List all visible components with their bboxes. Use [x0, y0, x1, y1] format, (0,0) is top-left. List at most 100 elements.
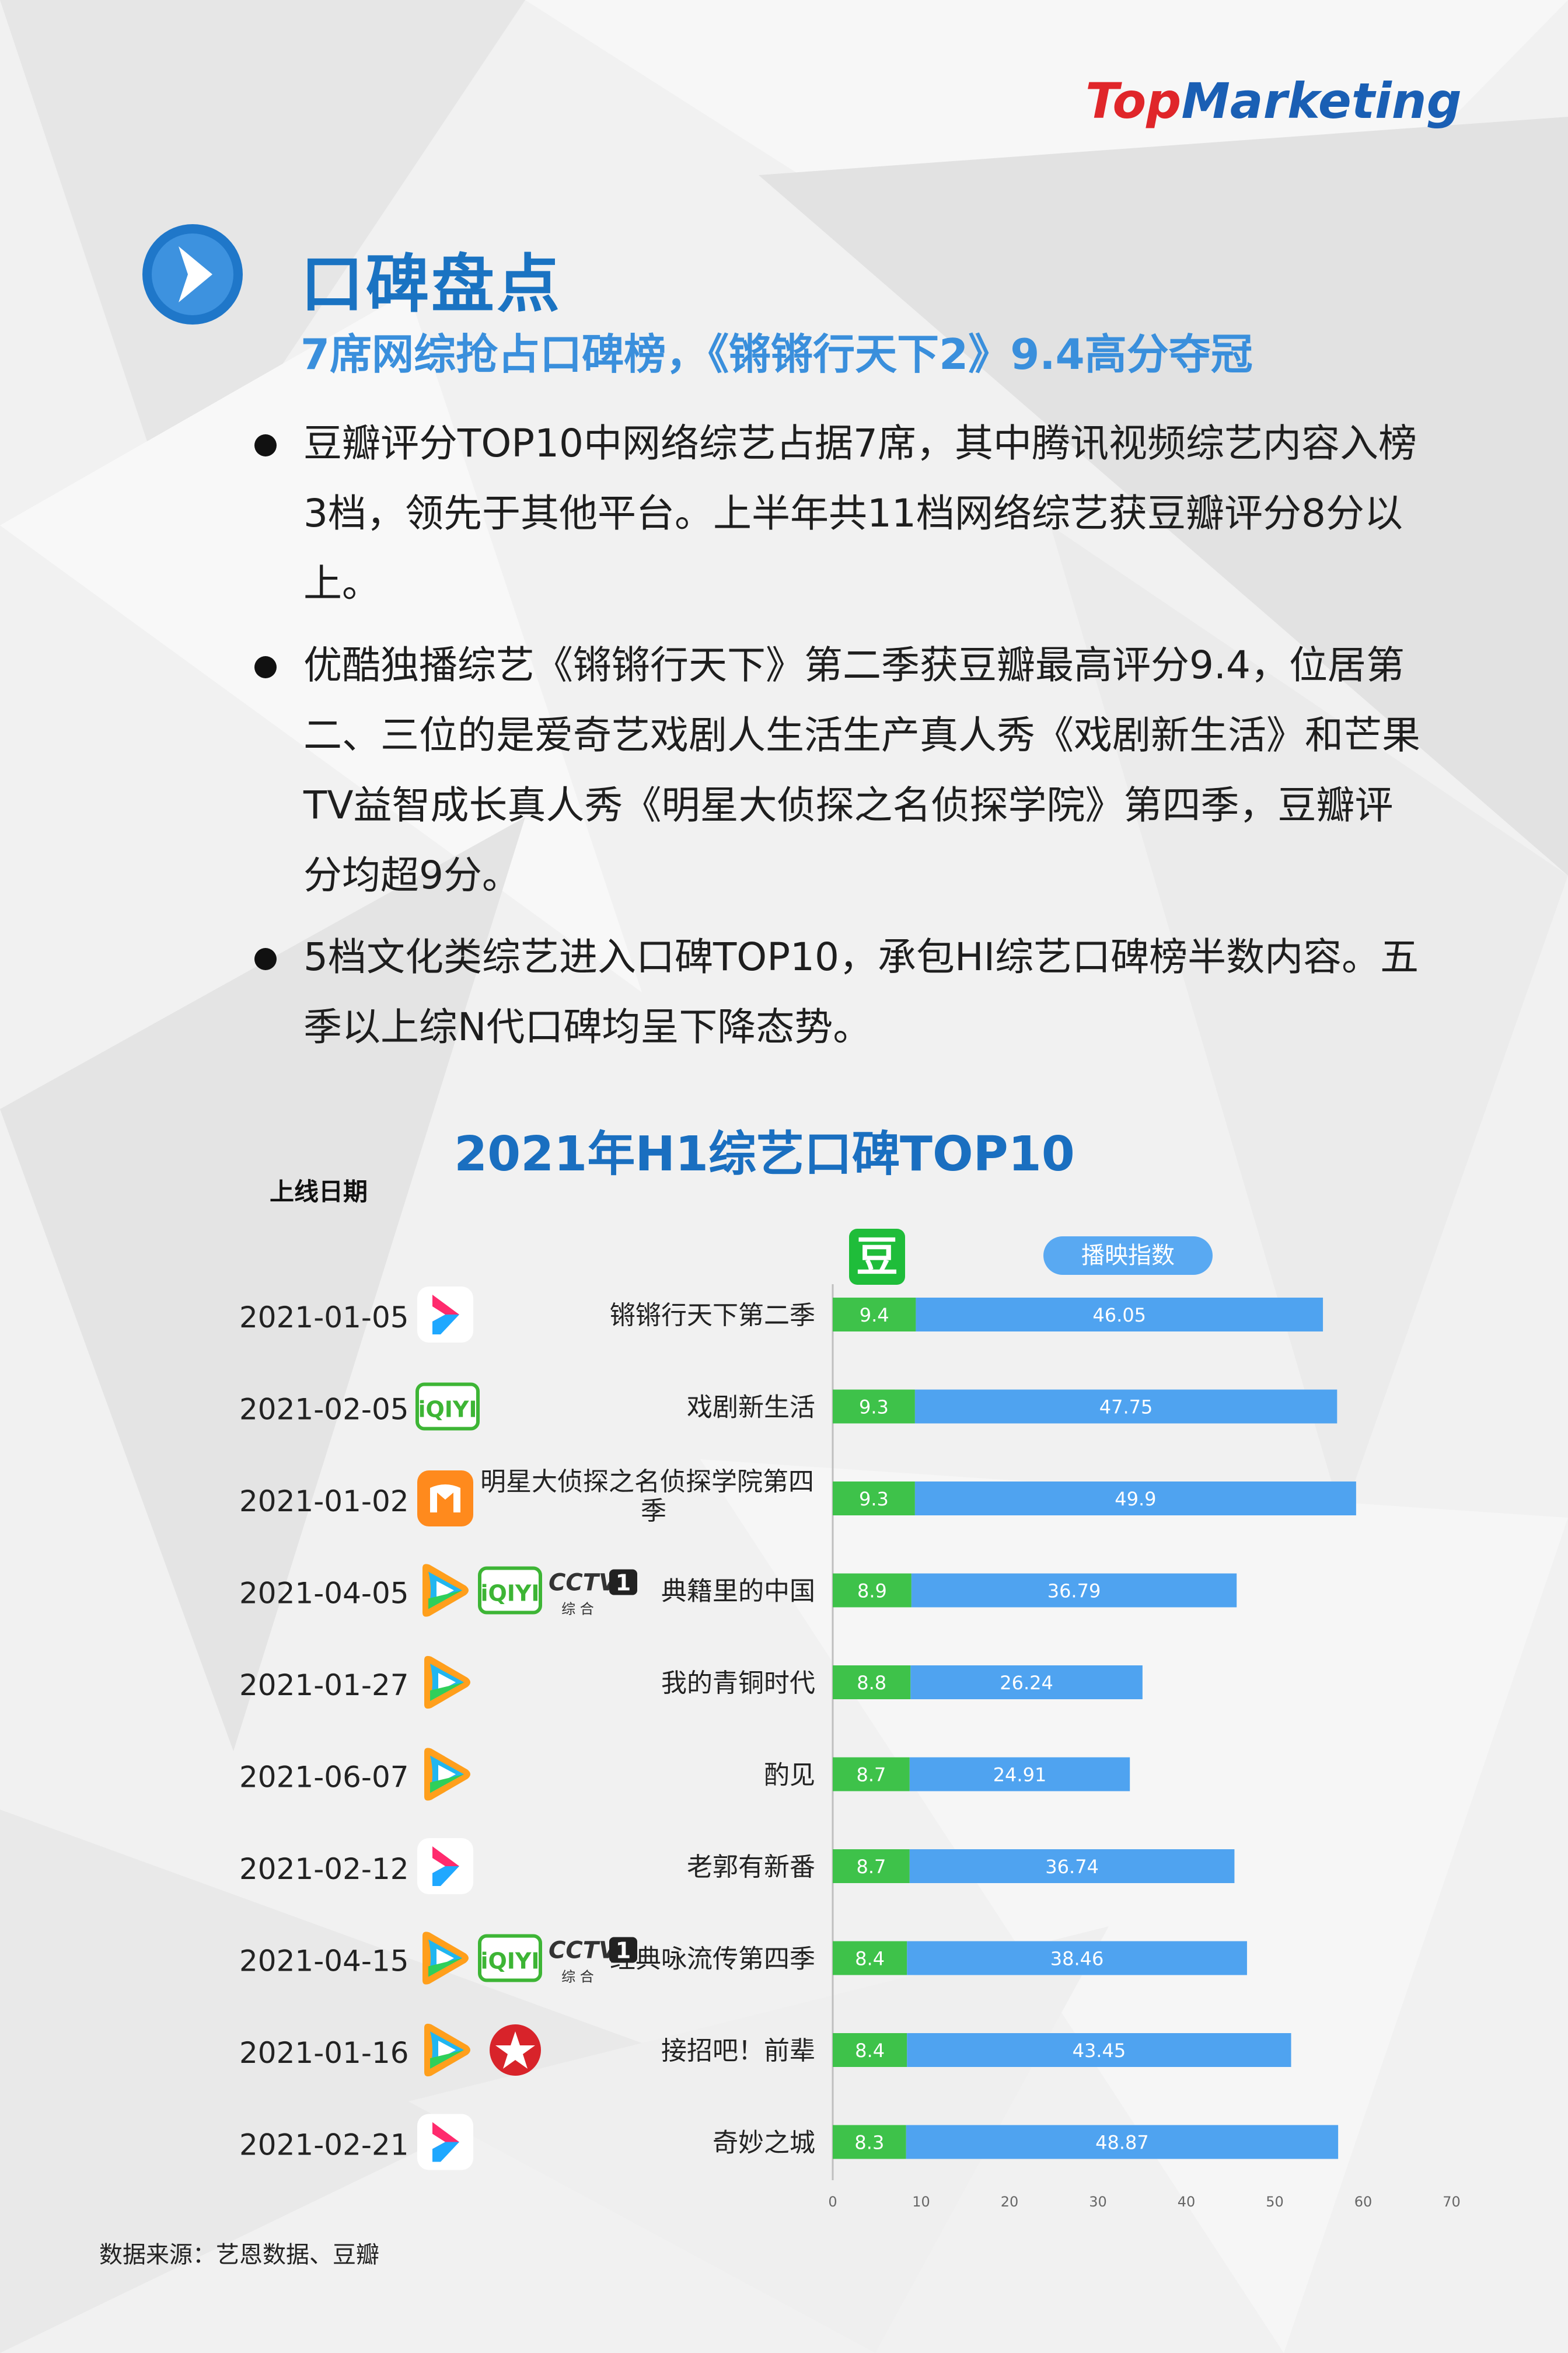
chart-row: 2021-04-15 经典咏流传第四季 8.4 38.46 — [239, 1941, 1247, 1978]
play-index-label: 46.05 — [1092, 1304, 1146, 1326]
date-column-header: 上线日期 — [270, 1177, 368, 1206]
douban-label: 8.8 — [857, 1672, 886, 1694]
play-index-bar — [906, 2125, 1339, 2159]
play-index-bar — [909, 1757, 1130, 1791]
douban-bar — [833, 1757, 910, 1791]
release-date: 2021-04-05 — [239, 1577, 409, 1611]
douban-bar — [833, 2125, 906, 2159]
show-name: 经典咏流传第四季 — [610, 1944, 815, 1974]
play-index-label: 48.87 — [1095, 2132, 1149, 2154]
iqiyi-icon: iQIYI — [478, 1934, 542, 1982]
tencent-video-icon — [422, 1564, 469, 1617]
iqiyi-text: iQIYI — [418, 1397, 477, 1423]
release-date: 2021-04-15 — [239, 1944, 409, 1978]
bullet-line: TV益智成长真人秀《明星大侦探之名侦探学院》第四季，豆瓣评 — [303, 783, 1394, 828]
bullet-item: 豆瓣评分TOP10中网络综艺占据7席，其中腾讯视频综艺内容入榜 3档，领先于其他… — [245, 409, 1441, 619]
cctv-subtitle: 综 合 — [561, 1969, 594, 1985]
cctv-number: 1 — [616, 1938, 631, 1964]
mgtv-icon — [417, 1470, 473, 1526]
douban-bar — [833, 2033, 907, 2067]
tencent-video-icon — [424, 1748, 470, 1801]
play-index-label: 36.74 — [1045, 1856, 1099, 1878]
chart-row: 2021-01-05 锵锵行天下第二季 9.4 46.05 — [239, 1298, 1323, 1334]
douban-label: 8.3 — [854, 2132, 884, 2154]
play-index-bar — [909, 1849, 1235, 1883]
cctv-number: 1 — [616, 1570, 631, 1596]
douban-bar — [833, 1298, 916, 1331]
svg-text:TopMarketing: TopMarketing — [1085, 72, 1462, 130]
x-tick-label: 50 — [1266, 2194, 1284, 2210]
chart-row: 2021-01-27 我的青铜时代 8.8 26.24 — [239, 1665, 1143, 1702]
chart-row: 2021-06-07 酌见 8.7 24.91 — [239, 1757, 1130, 1794]
play-index-bar — [916, 1298, 1323, 1331]
x-tick-label: 60 — [1354, 2194, 1373, 2210]
douban-bar — [833, 1389, 915, 1424]
play-index-legend: 播映指数 — [1043, 1236, 1213, 1275]
x-tick-label: 0 — [828, 2194, 837, 2210]
chart-row: 2021-02-12 老郭有新番 8.7 36.74 — [239, 1849, 1235, 1886]
douban-label: 9.3 — [859, 1396, 889, 1418]
show-name: 季 — [641, 1496, 666, 1526]
release-date: 2021-01-16 — [239, 2036, 409, 2070]
section-subtitle: 7席网综抢占口碑榜，《锵锵行天下2》9.4高分夺冠 — [301, 330, 1253, 379]
play-index-label: 24.91 — [993, 1764, 1047, 1786]
bullet-line: 二、三位的是爱奇艺戏剧人生活生产真人秀《戏剧新生活》和芒果 — [303, 713, 1420, 758]
x-tick-label: 30 — [1089, 2194, 1107, 2210]
play-index-bar — [907, 2033, 1291, 2067]
play-index-bar — [911, 1573, 1237, 1608]
tencent-video-icon — [422, 1932, 469, 1985]
douban-bar — [833, 1573, 912, 1608]
douban-bar — [833, 1941, 907, 1975]
play-index-label: 49.9 — [1115, 1488, 1156, 1510]
douban-label: 8.4 — [855, 2040, 885, 2062]
release-date: 2021-02-05 — [239, 1393, 409, 1427]
tencent-video-icon — [424, 2023, 470, 2077]
iqiyi-icon: iQIYI — [415, 1382, 480, 1431]
play-index-label: 36.79 — [1047, 1580, 1101, 1602]
bullet-item: 5档文化类综艺进入口碑TOP10，承包HI综艺口碑榜半数内容。五 季以上综N代口… — [245, 922, 1441, 1062]
bullet-dot-icon — [254, 656, 277, 678]
douban-label: 8.4 — [855, 1948, 885, 1970]
tencent-video-icon — [424, 1655, 470, 1709]
x-tick-label: 40 — [1178, 2194, 1196, 2210]
release-date: 2021-01-02 — [239, 1484, 409, 1518]
release-date: 2021-01-27 — [239, 1668, 409, 1702]
play-index-bar — [907, 1941, 1247, 1975]
show-name: 明星大侦探之名侦探学院第四 — [480, 1467, 814, 1497]
bullet-line: 上。 — [303, 561, 380, 606]
release-date: 2021-02-21 — [239, 2128, 409, 2162]
bullet-line: 3档，领先于其他平台。上半年共11档网络综艺获豆瓣评分8分以 — [303, 491, 1403, 536]
bullet-list: 豆瓣评分TOP10中网络综艺占据7席，其中腾讯视频综艺内容入榜 3档，领先于其他… — [245, 409, 1441, 1074]
play-index-bar — [910, 1665, 1143, 1699]
douban-label: 8.9 — [857, 1580, 887, 1602]
star-channel-icon — [490, 2024, 541, 2076]
show-name: 酌见 — [764, 1761, 815, 1790]
play-index-label: 43.45 — [1073, 2040, 1126, 2062]
chart-row: 2021-04-05 典籍里的中国 8.9 36.79 — [239, 1573, 1237, 1611]
chart-row: 2021-02-05 戏剧新生活 9.3 47.75 — [239, 1389, 1337, 1427]
play-index-label: 38.46 — [1050, 1948, 1104, 1970]
bullet-dot-icon — [254, 434, 277, 456]
douban-label: 8.7 — [856, 1856, 886, 1878]
douban-label: 8.7 — [856, 1764, 886, 1786]
release-date: 2021-02-12 — [239, 1852, 409, 1886]
show-name: 典籍里的中国 — [661, 1577, 815, 1606]
douban-label: 9.4 — [860, 1304, 889, 1326]
douban-bar — [833, 1665, 911, 1699]
youku-icon — [417, 1838, 473, 1894]
youku-icon — [417, 2114, 473, 2170]
section-title: 口碑盘点 — [301, 248, 563, 321]
bullet-line: 5档文化类综艺进入口碑TOP10，承包HI综艺口碑榜半数内容。五 — [303, 935, 1419, 979]
bullet-line: 优酷独播综艺《锵锵行天下》第二季获豆瓣最高评分9.4，位居第 — [303, 643, 1405, 688]
x-tick-label: 10 — [912, 2194, 930, 2210]
chart-title: 2021年H1综艺口碑TOP10 — [454, 1127, 1075, 1182]
bullet-dot-icon — [254, 948, 277, 970]
data-source: 数据来源：艺恩数据、豆瓣 — [99, 2242, 379, 2268]
bullet-line: 豆瓣评分TOP10中网络综艺占据7席，其中腾讯视频综艺内容入榜 — [303, 421, 1417, 466]
iqiyi-text: iQIYI — [480, 1948, 539, 1974]
